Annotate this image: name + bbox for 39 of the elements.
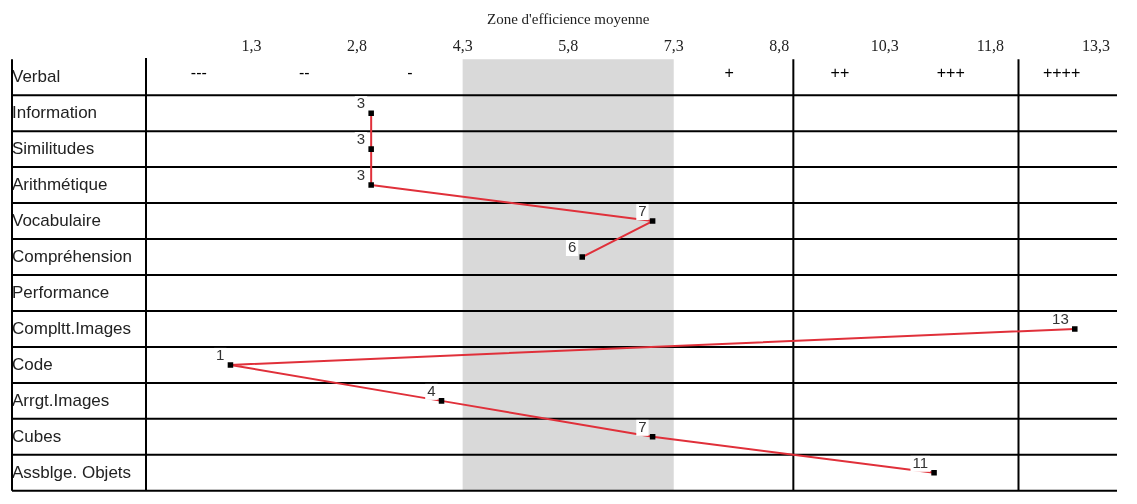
x-tick-label: 13,3 xyxy=(1081,36,1110,54)
y-tick-label: Compltt.Images xyxy=(12,318,132,338)
y-tick-label: Similitudes xyxy=(12,138,95,158)
annotation: -- xyxy=(299,63,310,81)
x-tick-label: 5,8 xyxy=(558,36,579,54)
y-tick-label: Arithmétique xyxy=(12,174,108,194)
y-tick-label: Performance xyxy=(12,282,110,302)
data-label: 1 xyxy=(216,346,225,364)
x-tick-label: 1,3 xyxy=(241,36,262,54)
data-label: 4 xyxy=(427,382,436,400)
y-tick-label: Vocabulaire xyxy=(12,210,101,230)
y-tick-label: Information xyxy=(12,102,98,122)
data-label: 3 xyxy=(356,94,366,112)
data-label: 11 xyxy=(912,453,929,471)
y-tick-label: Arrgt.Images xyxy=(12,390,110,410)
annotation: ++ xyxy=(830,63,850,81)
x-tick-label: 11,8 xyxy=(976,36,1005,54)
annotation: --- xyxy=(190,63,207,81)
annotation: + xyxy=(724,63,734,81)
band-label: Zone d'efficience moyenne xyxy=(487,10,650,27)
annotation: +++ xyxy=(936,63,965,81)
y-tick-label: Assblge. Objets xyxy=(12,462,132,482)
annotation: ++++ xyxy=(1042,63,1081,81)
y-tick-label: Compréhension xyxy=(12,246,133,266)
x-tick-label: 8,8 xyxy=(769,36,790,54)
x-tick-label: 4,3 xyxy=(452,36,473,54)
data-label: 3 xyxy=(356,130,366,148)
data-label: 6 xyxy=(567,238,577,256)
x-tick-label: 2,8 xyxy=(347,36,368,54)
y-tick-label: Cubes xyxy=(12,426,62,446)
data-label: 7 xyxy=(638,417,647,435)
annotation: - xyxy=(407,63,413,81)
x-tick-label: 7,3 xyxy=(663,36,684,54)
y-tick-label: Verbal xyxy=(12,66,61,86)
data-label: 13 xyxy=(1052,310,1069,328)
x-tick-label: 10,3 xyxy=(870,36,899,54)
y-tick-label: Code xyxy=(12,354,53,374)
data-label: 3 xyxy=(356,166,366,184)
data-label: 7 xyxy=(638,202,647,220)
